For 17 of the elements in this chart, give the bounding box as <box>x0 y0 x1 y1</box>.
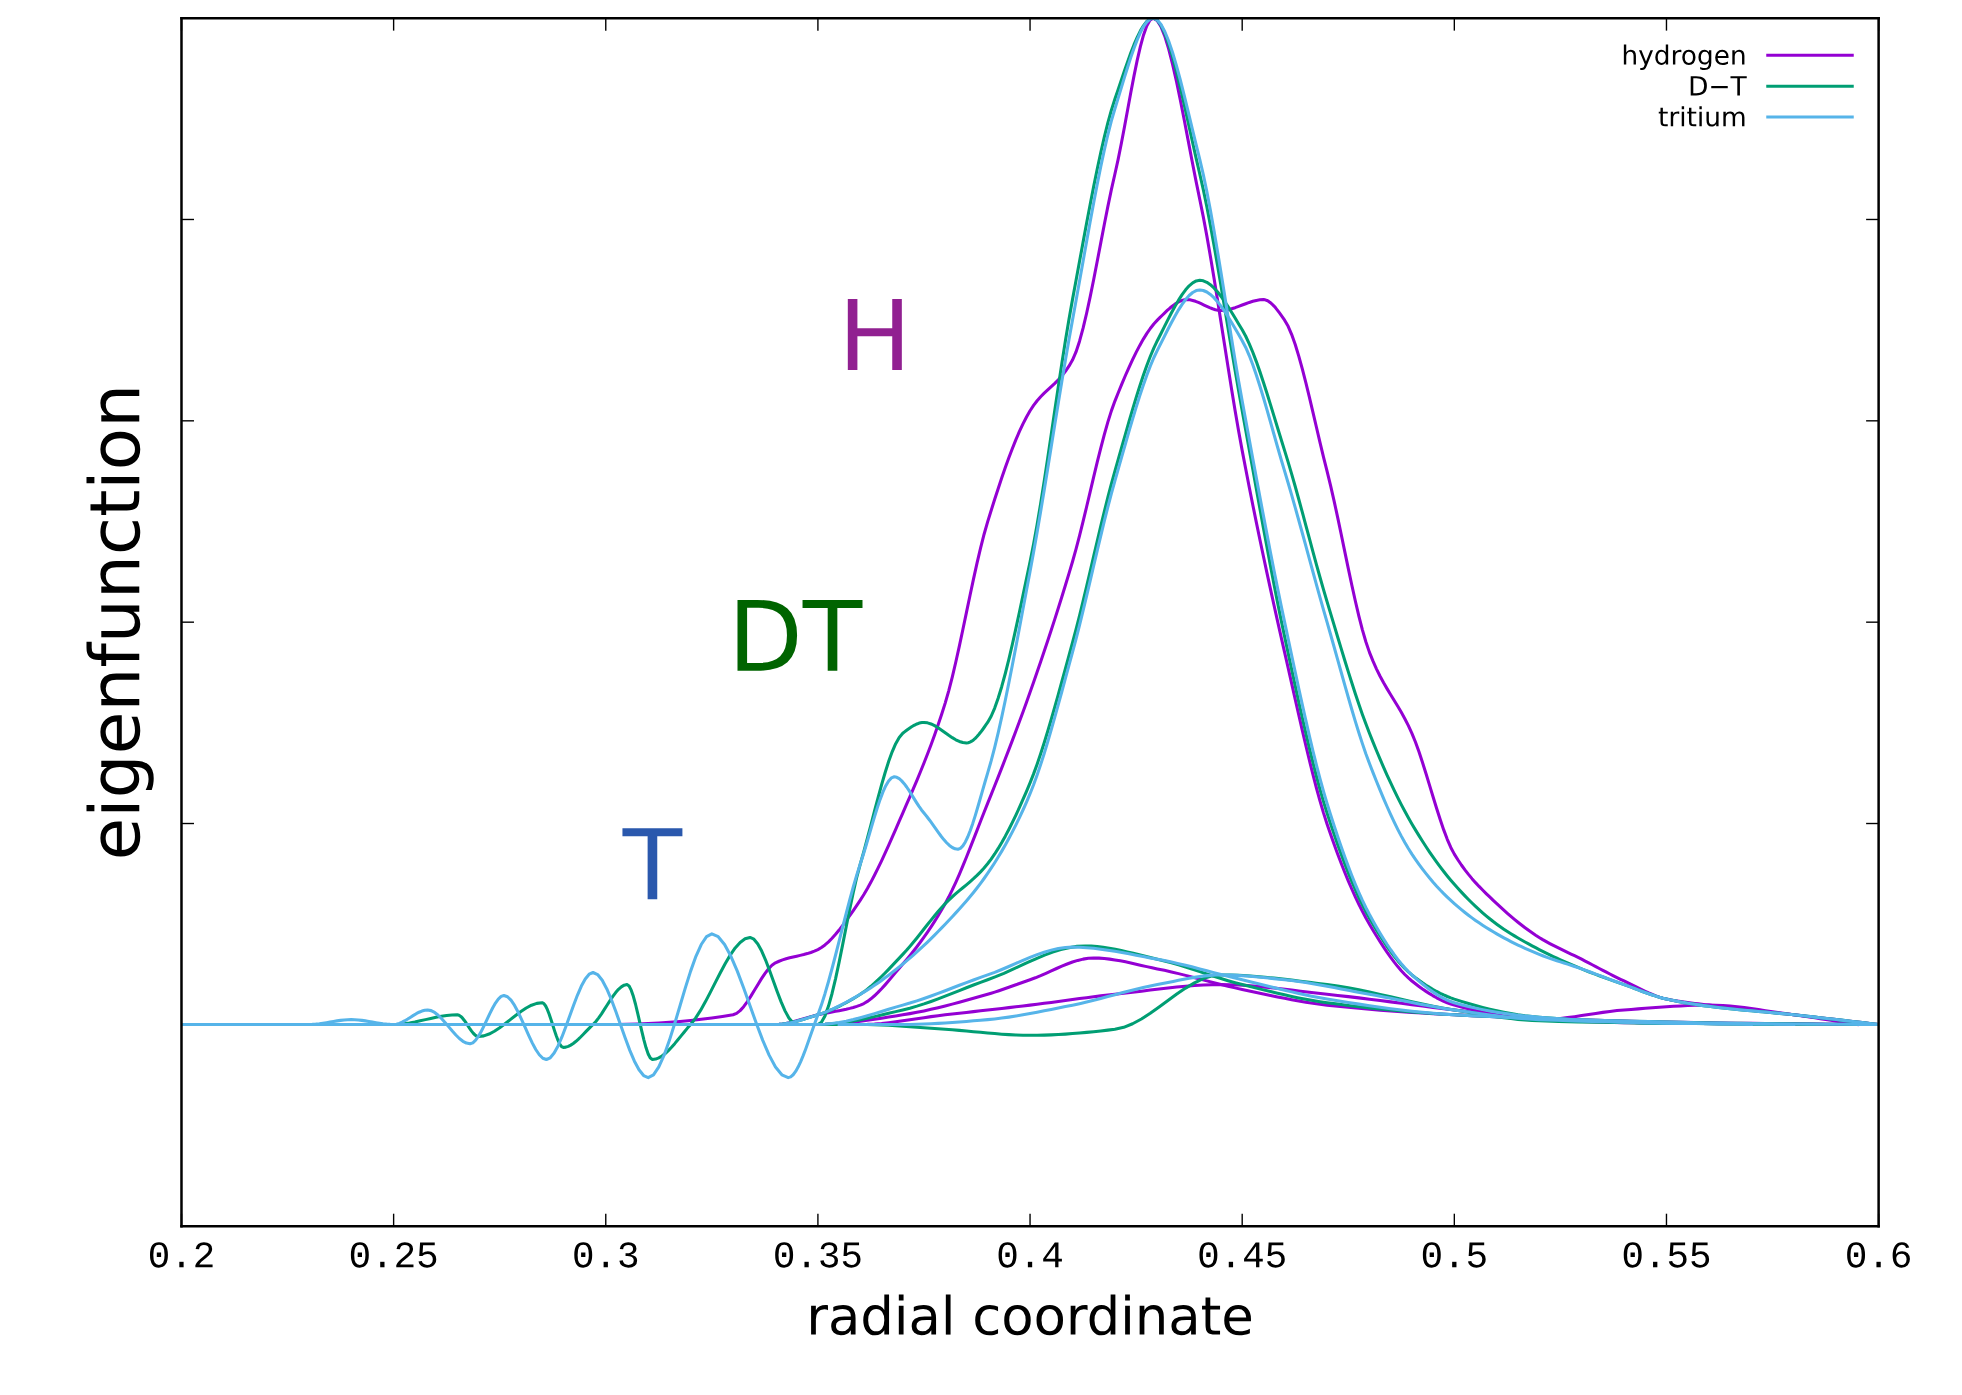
x-tick-label: 0.55 <box>1623 1242 1710 1268</box>
annotation: DT <box>737 599 863 671</box>
x-tick-label: 0.3 <box>574 1242 638 1268</box>
x-tick-label: 0.45 <box>1199 1242 1285 1268</box>
annotation: T <box>622 828 683 900</box>
legend-label: hydrogen <box>1623 44 1745 71</box>
x-tick-label: 0.2 <box>150 1242 213 1268</box>
x-tick-label: 0.4 <box>998 1242 1062 1268</box>
x-tick-label: 0.6 <box>1847 1242 1910 1268</box>
x-tick-label: 0.25 <box>350 1242 437 1268</box>
y-axis-title: eigenfunction <box>86 389 154 857</box>
legend-label: tritium <box>1658 106 1745 127</box>
annotation: H <box>847 299 902 370</box>
x-tick-label: 0.5 <box>1422 1242 1486 1268</box>
x-axis-title: radial coordinate <box>811 1294 1251 1336</box>
x-tick-label: 0.35 <box>775 1242 861 1268</box>
legend-label: D−T <box>1690 76 1747 96</box>
